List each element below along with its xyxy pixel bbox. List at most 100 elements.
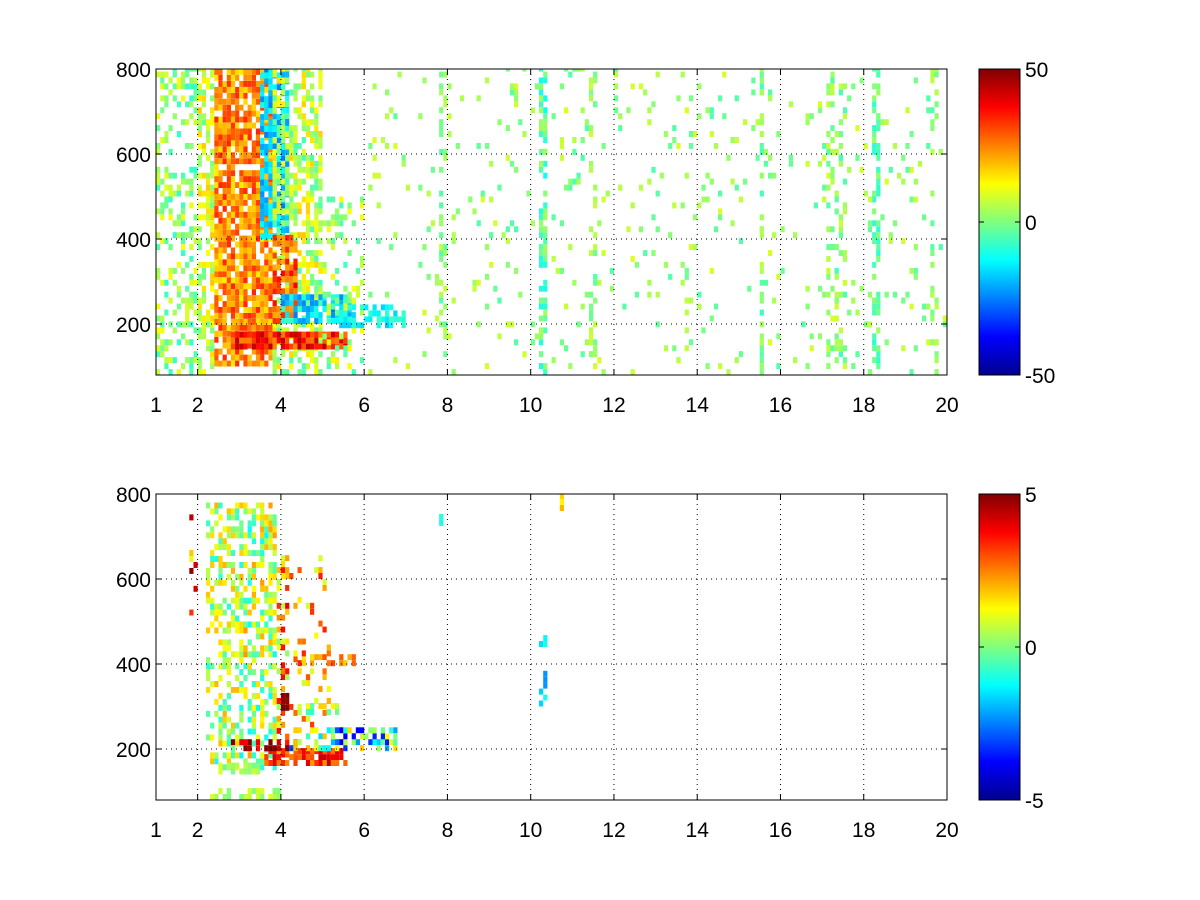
heatmap-cell — [451, 238, 456, 245]
heatmap-cell — [601, 143, 606, 149]
heatmap-cell — [243, 745, 248, 752]
heatmap-cell — [251, 331, 256, 338]
heatmap-cell — [401, 154, 406, 161]
heatmap-cell — [930, 148, 935, 155]
heatmap-cell — [684, 107, 689, 114]
heatmap-cell — [347, 202, 352, 209]
heatmap-cell — [206, 154, 211, 161]
heatmap-cell — [314, 137, 319, 143]
heatmap-cell — [305, 680, 311, 687]
heatmap-cell — [593, 77, 598, 84]
heatmap-cell — [218, 152, 223, 159]
heatmap-cell — [451, 232, 456, 239]
heatmap-cell — [260, 96, 265, 103]
heatmap-cell — [239, 520, 244, 527]
heatmap-cell — [197, 119, 202, 126]
heatmap-cell — [280, 196, 286, 203]
heatmap-cell — [876, 297, 881, 304]
heatmap-cell — [826, 89, 831, 96]
heatmap-cell — [838, 220, 843, 227]
heatmap-cell — [297, 184, 302, 191]
heatmap-cell — [314, 285, 319, 292]
heatmap-cell — [305, 214, 311, 221]
heatmap-cell — [351, 312, 356, 318]
heatmap-cell — [584, 119, 589, 126]
heatmap-cell — [826, 267, 831, 274]
heatmap-cell — [156, 143, 161, 149]
heatmap-cell — [272, 734, 277, 741]
heatmap-cell — [218, 86, 223, 93]
heatmap-cell — [393, 733, 398, 740]
heatmap-cell — [314, 331, 319, 338]
heatmap-cell — [214, 116, 219, 123]
heatmap-cell — [314, 727, 319, 734]
heatmap-cell — [834, 196, 839, 203]
heatmap-cell — [268, 161, 273, 168]
heatmap-cell — [684, 267, 689, 274]
heatmap-cell — [276, 754, 281, 760]
heatmap-cell — [222, 158, 227, 165]
heatmap-cell — [185, 309, 190, 316]
heatmap-cell — [609, 285, 614, 292]
heatmap-cell — [443, 261, 448, 268]
heatmap-cell — [243, 259, 248, 266]
heatmap-cell — [876, 113, 881, 120]
heatmap-cell — [280, 573, 286, 579]
heatmap-cell — [276, 77, 281, 84]
heatmap-cell — [272, 208, 277, 215]
heatmap-cell — [759, 279, 764, 286]
heatmap-cell — [401, 322, 406, 329]
heatmap-cell — [210, 190, 215, 197]
heatmap-cell — [439, 166, 444, 173]
heatmap-cell — [197, 125, 202, 131]
heatmap-cell — [826, 101, 831, 108]
heatmap-cell — [239, 716, 244, 723]
heatmap-cell — [376, 745, 381, 752]
heatmap-cell — [543, 190, 548, 197]
heatmap-cell — [164, 202, 169, 209]
heatmap-cell — [318, 318, 323, 324]
heatmap-cell — [830, 285, 835, 292]
heatmap-cell — [247, 86, 252, 93]
heatmap-cell — [326, 318, 331, 324]
heatmap-cell — [385, 310, 390, 317]
heatmap-cell — [759, 333, 764, 340]
heatmap-cell — [326, 644, 331, 651]
heatmap-cell — [260, 277, 265, 284]
heatmap-cell — [601, 369, 606, 375]
heatmap-cell — [260, 520, 265, 527]
heatmap-cell — [301, 71, 306, 78]
heatmap-cell — [251, 762, 256, 769]
heatmap-cell — [439, 220, 444, 227]
heatmap-cell — [289, 234, 294, 241]
heatmap-cell — [805, 160, 810, 167]
heatmap-cell — [218, 158, 223, 165]
heatmap-cell — [164, 101, 169, 108]
heatmap-cell — [347, 316, 352, 323]
heatmap-cell — [314, 131, 319, 137]
heatmap-cell — [539, 688, 544, 695]
heatmap-cell — [314, 208, 319, 215]
heatmap-cell — [226, 330, 231, 337]
heatmap-cell — [301, 680, 306, 687]
heatmap-cell — [693, 214, 698, 221]
heatmap-cell — [905, 291, 910, 298]
x-tick-label: 20 — [935, 394, 958, 417]
heatmap-cell — [197, 131, 202, 137]
heatmap-cell — [326, 291, 331, 298]
heatmap-cell — [343, 303, 348, 310]
heatmap-cell — [930, 107, 935, 114]
heatmap-cell — [251, 122, 256, 129]
heatmap-cell — [867, 321, 873, 328]
heatmap-cell — [788, 154, 793, 161]
heatmap-cell — [243, 337, 248, 344]
heatmap-cell — [255, 211, 261, 218]
heatmap-cell — [888, 238, 893, 245]
heatmap-cell — [189, 256, 194, 262]
heatmap-cell — [197, 184, 202, 191]
heatmap-cell — [251, 657, 256, 664]
heatmap-cell — [318, 95, 323, 102]
heatmap-cell — [235, 307, 240, 313]
heatmap-cell — [247, 128, 252, 135]
heatmap-cell — [156, 244, 161, 251]
